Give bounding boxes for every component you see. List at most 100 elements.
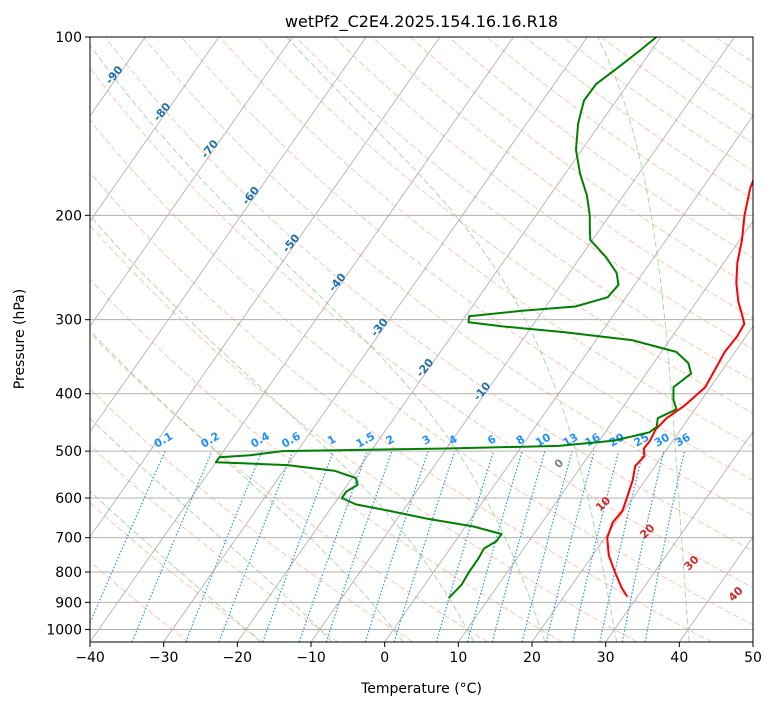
mixing-ratio-line <box>262 450 334 642</box>
isotherm-line <box>605 430 753 642</box>
mixing-ratio-label: 0.4 <box>249 429 273 450</box>
x-tick-label: −40 <box>75 650 105 666</box>
moist-adiabat-line <box>90 214 475 642</box>
profiles <box>214 37 753 599</box>
mixing-ratio-label: 16 <box>583 430 603 449</box>
mixing-ratio-line <box>325 450 393 642</box>
moist-adiabat-label: 20 <box>637 521 657 541</box>
dry-adiabat-line <box>143 37 753 516</box>
isotherm-line <box>531 325 753 642</box>
dry-adiabat-line <box>600 37 753 144</box>
dry-adiabat-line <box>90 502 264 642</box>
x-axis-title: Temperature (°C) <box>360 681 482 697</box>
mixing-ratio-line <box>521 450 573 642</box>
dry-adiabat-label: -80 <box>151 100 174 124</box>
mixing-ratio-label: 36 <box>673 430 693 449</box>
y-tick-label: 100 <box>55 30 82 46</box>
dry-adiabat-line <box>410 37 753 289</box>
y-tick-label: 600 <box>55 491 82 507</box>
dry-adiabat-line <box>257 37 753 414</box>
y-tick-label: 900 <box>55 595 82 611</box>
y-tick-label: 200 <box>55 208 82 224</box>
chart-title: wetPf2_C2E4.2025.154.16.16.R18 <box>285 12 558 32</box>
y-tick-label: 300 <box>55 313 82 329</box>
dry-adiabat-label: -30 <box>368 315 391 339</box>
mixing-ratio-line <box>644 450 686 642</box>
isotherm-line <box>457 220 753 642</box>
mixing-ratio-label: 2 <box>384 433 397 448</box>
isotherm-line <box>90 37 514 642</box>
isotherm-line <box>90 37 293 328</box>
mixing-ratio-line <box>298 450 368 642</box>
plot-frame <box>89 36 754 643</box>
isotherm-line <box>90 37 220 222</box>
x-tick-label: 0 <box>380 650 389 666</box>
y-tick-label: 500 <box>55 444 82 460</box>
dry-adiabat-line <box>90 119 753 626</box>
y-tick-label: 400 <box>55 387 82 403</box>
mixing-ratio-line <box>572 450 620 642</box>
isotherm-line <box>236 37 662 642</box>
dry-adiabat-line <box>104 37 753 552</box>
dry-adiabat-line <box>90 332 488 642</box>
dry-adiabat-label: -60 <box>239 184 262 208</box>
dry-adiabat-line <box>90 67 753 589</box>
mixing-ratio-line <box>466 450 523 642</box>
x-tick-label: 10 <box>449 650 467 666</box>
mixing-ratio-label: 6 <box>485 432 498 447</box>
mixing-ratio-line <box>218 450 294 642</box>
isotherm-line <box>163 37 588 642</box>
line-labels: -100-90-80-70-60-50-40-30-20-100.1 0.2 0.4… <box>103 63 746 604</box>
moist-adiabat-line <box>597 37 690 642</box>
moist-adiabat-line <box>90 417 333 642</box>
mixing-ratio-label: 0.2 <box>199 430 222 451</box>
y-tick-label: 700 <box>55 531 82 547</box>
x-tick-label: −30 <box>149 650 179 666</box>
dry-adiabat-label: -70 <box>198 137 221 161</box>
isotherm-line <box>678 535 753 642</box>
x-tick-label: 40 <box>670 650 688 666</box>
dry-adiabat-line <box>333 37 753 350</box>
isotherm-line <box>90 37 441 538</box>
x-tick-label: 20 <box>523 650 541 666</box>
moist-adiabat-line <box>286 37 618 642</box>
dry-adiabat-line <box>90 171 712 642</box>
mixing-ratio-line <box>621 450 665 642</box>
dry-adiabat-label: -10 <box>471 379 494 403</box>
y-tick-label: 800 <box>55 565 82 581</box>
x-tick-label: −20 <box>223 650 253 666</box>
mixing-ratio-label: 1 <box>325 433 338 448</box>
dry-adiabat-line <box>715 37 753 64</box>
dry-adiabat-line <box>677 37 753 90</box>
x-tick-label: −10 <box>296 650 326 666</box>
moist-adiabat-line <box>90 490 261 642</box>
isotherm-line <box>0 37 72 642</box>
axis-ticks: −40 −30 −20 −10 0 10 20 30 40 5010009008007006005… <box>46 30 762 666</box>
y-tick-label: 1000 <box>46 622 82 638</box>
moist-adiabat-label: 40 <box>726 584 746 604</box>
dry-adiabat-label: -50 <box>280 231 303 255</box>
isotherm-line <box>310 37 735 642</box>
dry-adiabat-line <box>486 37 753 229</box>
x-tick-label: 30 <box>597 650 615 666</box>
isotherm-line <box>384 115 753 642</box>
dry-adiabat-label: -20 <box>414 356 437 380</box>
background-lines <box>90 37 753 642</box>
moist-adiabat-label: 0 <box>552 456 567 471</box>
moist-adiabat-label: 10 <box>593 494 613 514</box>
dewpoint-profile <box>214 37 693 599</box>
mixing-ratio-line <box>90 450 166 625</box>
dry-adiabat-line <box>639 37 753 117</box>
mixing-ratio-line <box>599 450 644 642</box>
dry-adiabat-line <box>295 37 753 382</box>
mixing-ratio-line <box>491 450 546 642</box>
temperature-profile <box>606 178 753 598</box>
moist-adiabat-line <box>90 330 404 642</box>
dry-adiabat-line <box>372 37 753 319</box>
moist-adiabat-label: 30 <box>682 553 702 573</box>
mixing-ratio-label: 3 <box>420 433 433 448</box>
mixing-ratio-line <box>435 450 495 642</box>
grid-lines <box>0 37 753 642</box>
dry-adiabat-line <box>90 278 563 642</box>
